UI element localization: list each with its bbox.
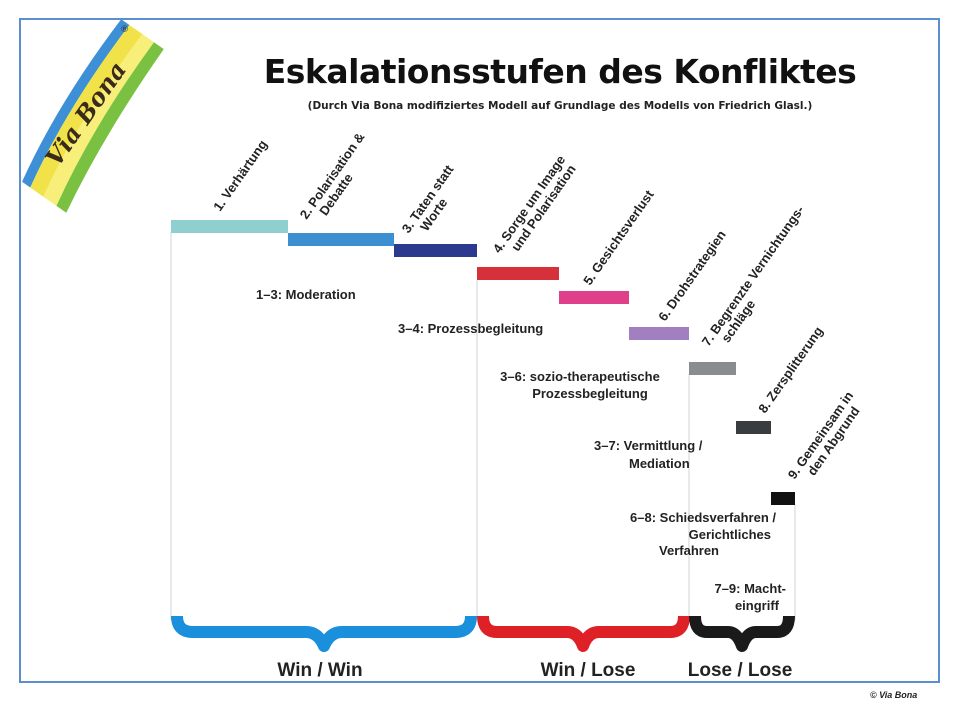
stage-1-label: 1. Verhärtung	[210, 137, 270, 214]
intervention-4-label: 3–7: Vermittlung / Mediation	[594, 438, 703, 471]
logo-registered-mark: ®	[120, 25, 129, 35]
outcome-labels: Win / Win Win / Lose Lose / Lose	[277, 660, 792, 681]
stage-5-label: 5. Gesichtsverlust	[580, 187, 657, 288]
stage-5-bar	[559, 291, 629, 304]
outcome-win-win-label: Win / Win	[277, 660, 362, 681]
stage-8-label: 8. Zersplitterung	[755, 324, 826, 416]
stage-3-bar	[394, 244, 477, 257]
outcome-win-lose-label: Win / Lose	[541, 660, 636, 681]
stage-2-bar	[288, 233, 394, 246]
intervention-5-label: 6–8: Schiedsverfahren / Gerichtliches Verf…	[630, 510, 776, 558]
page-subtitle: (Durch Via Bona modifiziertes Modell auf…	[307, 100, 813, 112]
intervention-3-label: 3–6: sozio-therapeutische Prozessbegleitu…	[500, 369, 660, 401]
stage-7-bar	[689, 362, 736, 375]
stage-6-bar	[629, 327, 689, 340]
outcome-brackets	[171, 615, 795, 652]
lose-lose-bracket	[689, 615, 795, 652]
stage-9-label: 9. Gemeinsam inden Abgrund	[785, 388, 868, 489]
stage-9-bar	[771, 492, 795, 505]
copyright-notice: © Via Bona	[870, 690, 918, 700]
stage-1-bar	[171, 220, 288, 233]
intervention-1-label: 1–3: Moderation	[256, 287, 356, 302]
page-title: Eskalationsstufen des Konfliktes	[263, 52, 857, 91]
intervention-labels: 1–3: Moderation 3–4: Prozessbegleitung 3…	[256, 287, 786, 613]
stage-4-label: 4. Sorge um Imageund Polarisation	[490, 152, 580, 263]
stage-3-label: 3. Taten stattWorte	[399, 162, 469, 244]
guide-lines	[170, 232, 796, 620]
via-bona-logo: Via Bona ®	[22, 19, 164, 213]
stage-2-label: 2. Polarisation &Debatte	[297, 130, 379, 230]
stage-6-label: 6. Drohstrategien	[655, 227, 729, 323]
intervention-2-label: 3–4: Prozessbegleitung	[398, 321, 543, 336]
stage-bars	[171, 220, 795, 505]
stage-4-bar	[477, 267, 559, 280]
win-lose-bracket	[477, 615, 690, 652]
outcome-lose-lose-label: Lose / Lose	[688, 660, 793, 681]
stage-8-bar	[736, 421, 771, 434]
stage-7-label: 7. Begrenzte Vernichtungs-schläge	[699, 203, 819, 357]
intervention-6-label: 7–9: Macht-eingriff	[714, 581, 786, 613]
win-win-bracket	[171, 615, 477, 652]
stage-labels: 1. Verhärtung 2. Polarisation &Debatte 3…	[210, 130, 868, 489]
slide-frame	[19, 18, 940, 683]
